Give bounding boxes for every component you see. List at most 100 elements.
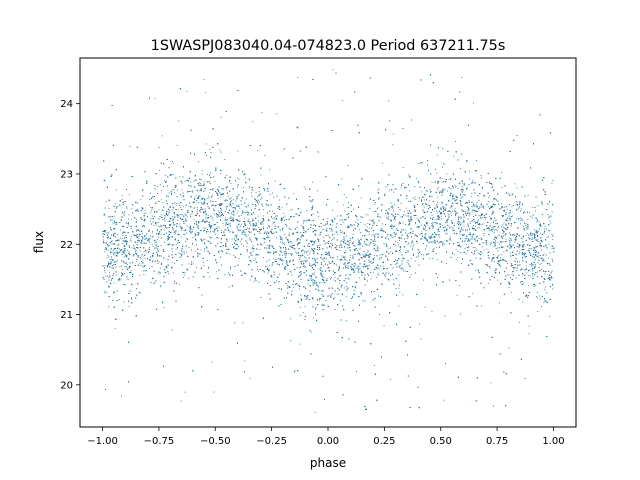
data-point: [119, 266, 121, 268]
data-point: [413, 197, 415, 199]
data-point: [211, 225, 213, 227]
data-point: [151, 254, 153, 256]
data-point: [158, 236, 160, 238]
data-point: [216, 214, 218, 216]
data-point: [156, 224, 158, 226]
data-point: [480, 175, 482, 176]
data-point: [112, 219, 114, 221]
data-point: [488, 196, 490, 198]
data-point: [333, 273, 335, 275]
data-point: [397, 244, 399, 246]
data-point: [337, 249, 339, 251]
data-point: [453, 198, 455, 199]
data-point: [497, 242, 499, 244]
data-point: [481, 252, 483, 254]
data-point: [461, 180, 463, 181]
data-point: [487, 201, 489, 203]
data-point: [313, 283, 315, 285]
data-point: [431, 196, 433, 197]
data-point: [245, 236, 247, 238]
data-point: [208, 180, 210, 182]
data-point: [367, 266, 369, 268]
data-point: [322, 265, 324, 267]
data-point: [520, 208, 522, 210]
data-point: [123, 256, 125, 258]
data-point: [179, 175, 181, 177]
data-point: [108, 207, 110, 209]
data-point: [124, 241, 126, 243]
data-point: [209, 149, 211, 150]
data-point: [436, 259, 438, 261]
data-point: [104, 272, 106, 274]
data-point: [158, 201, 160, 202]
data-point: [204, 243, 206, 245]
data-point: [119, 279, 121, 281]
data-point: [210, 172, 211, 174]
data-point: [450, 212, 452, 214]
data-point: [111, 251, 113, 253]
data-point: [455, 141, 456, 142]
data-point: [317, 216, 319, 218]
data-point: [104, 248, 106, 250]
data-point: [336, 256, 338, 258]
data-point: [232, 244, 233, 245]
data-point: [291, 242, 293, 244]
data-point: [164, 233, 165, 235]
data-point: [541, 269, 542, 270]
data-point: [519, 261, 520, 263]
data-point: [126, 264, 128, 265]
data-point: [535, 210, 536, 212]
data-point: [421, 233, 423, 234]
data-point: [162, 202, 164, 203]
data-point: [495, 223, 497, 225]
data-point: [160, 285, 162, 286]
data-point: [108, 306, 109, 308]
data-point: [103, 213, 105, 215]
data-point: [504, 206, 506, 208]
data-point: [320, 226, 322, 228]
data-point: [220, 216, 222, 218]
data-point: [189, 214, 191, 216]
data-point: [190, 228, 192, 230]
data-point: [523, 282, 524, 284]
scatter-points: [102, 69, 555, 413]
data-point: [340, 259, 341, 261]
data-point: [186, 225, 188, 227]
data-point: [471, 192, 473, 194]
data-point: [118, 279, 119, 281]
data-point: [228, 217, 230, 219]
data-point: [224, 274, 226, 275]
data-point: [345, 278, 347, 280]
data-point: [497, 279, 498, 281]
data-point: [460, 203, 461, 204]
data-point: [360, 221, 362, 223]
data-point: [336, 215, 338, 217]
data-point: [505, 225, 507, 227]
data-point: [281, 238, 283, 239]
data-point: [198, 161, 200, 163]
data-point: [424, 235, 426, 237]
data-point: [449, 227, 451, 229]
data-point: [385, 213, 386, 214]
data-point: [394, 259, 396, 261]
data-point: [342, 263, 344, 265]
data-point: [142, 226, 143, 227]
data-point: [176, 203, 178, 204]
data-point: [464, 247, 466, 249]
data-point: [151, 209, 153, 211]
data-point: [519, 321, 520, 323]
data-point: [373, 243, 374, 245]
data-point: [105, 275, 107, 277]
data-point: [536, 296, 537, 298]
data-point: [240, 225, 241, 227]
data-point: [453, 155, 455, 157]
data-point: [230, 183, 232, 184]
data-point: [224, 159, 226, 160]
data-point: [342, 238, 344, 240]
data-point: [212, 204, 214, 206]
data-point: [324, 224, 326, 226]
data-point: [330, 219, 332, 221]
data-point: [181, 251, 183, 252]
data-point: [512, 215, 513, 217]
data-point: [268, 244, 270, 246]
